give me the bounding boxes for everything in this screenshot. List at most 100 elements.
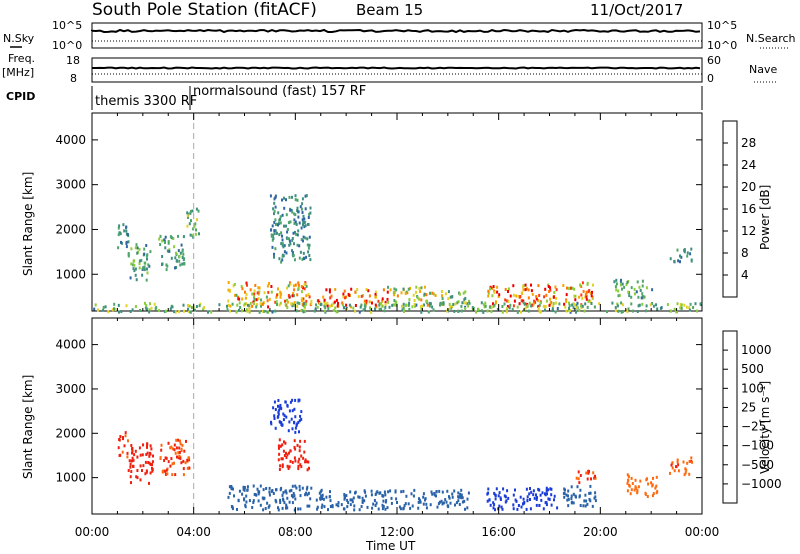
power-cell bbox=[552, 304, 555, 308]
velocity-cell bbox=[149, 444, 152, 448]
velocity-cell bbox=[435, 490, 438, 493]
power-cell bbox=[218, 303, 221, 307]
velocity-cell bbox=[517, 504, 520, 507]
power-cell bbox=[315, 303, 317, 307]
power-cell bbox=[676, 302, 679, 306]
velocity-cell bbox=[126, 455, 129, 459]
power-cell bbox=[266, 284, 269, 288]
power-cell bbox=[531, 292, 534, 296]
power-cell bbox=[182, 303, 185, 307]
power-cell bbox=[251, 304, 254, 308]
velocity-cell bbox=[337, 504, 340, 508]
power-cell bbox=[150, 306, 153, 310]
velocity-cell bbox=[122, 437, 124, 441]
velocity-cell bbox=[438, 489, 441, 493]
power-cell bbox=[245, 302, 247, 306]
power-cell bbox=[544, 308, 546, 312]
power-cell bbox=[305, 284, 308, 288]
velocity-cell bbox=[371, 506, 374, 510]
power-cell bbox=[641, 292, 644, 296]
power-cell bbox=[564, 305, 567, 309]
velocity-cell bbox=[578, 494, 581, 498]
power-cell bbox=[638, 285, 641, 289]
power-cell bbox=[188, 222, 191, 226]
power-cell bbox=[336, 304, 339, 308]
power-cell bbox=[246, 309, 249, 313]
power-cell bbox=[229, 304, 232, 308]
power-cell bbox=[175, 259, 178, 263]
velocity-cell bbox=[594, 476, 597, 480]
nave-tick-low: 0 bbox=[707, 72, 714, 85]
velocity-cell bbox=[458, 503, 461, 506]
velocity-cell bbox=[499, 496, 502, 500]
velocity-cell bbox=[489, 503, 492, 507]
power-cell bbox=[197, 209, 200, 213]
power-cell bbox=[325, 288, 328, 292]
velocity-cell bbox=[245, 494, 248, 498]
power-cell bbox=[505, 310, 508, 314]
colorbar-tick-label: 1000 bbox=[741, 343, 772, 357]
power-cell bbox=[292, 294, 295, 298]
power-cell bbox=[509, 294, 512, 298]
power-cell bbox=[113, 302, 116, 306]
power-cell bbox=[173, 310, 176, 314]
power-cell bbox=[287, 284, 290, 288]
velocity-cell bbox=[402, 506, 405, 510]
velocity-cell bbox=[445, 500, 448, 504]
power-cell bbox=[524, 306, 527, 310]
power-cell bbox=[408, 307, 411, 311]
power-cell bbox=[565, 309, 568, 313]
power-cell bbox=[166, 264, 169, 268]
power-cell bbox=[656, 307, 659, 311]
velocity-cell bbox=[277, 404, 279, 408]
power-cell bbox=[416, 296, 419, 300]
velocity-cell bbox=[244, 503, 247, 507]
power-cell bbox=[491, 286, 494, 290]
power-cell bbox=[482, 310, 485, 314]
power-cell bbox=[394, 300, 397, 304]
power-cell bbox=[277, 287, 279, 291]
velocity-cell bbox=[174, 473, 177, 477]
velocity-cell bbox=[637, 485, 640, 489]
power-cell bbox=[452, 303, 455, 306]
power-cell bbox=[392, 291, 395, 295]
power-cell bbox=[301, 299, 304, 303]
power-cell bbox=[524, 283, 527, 287]
power-cell bbox=[168, 248, 171, 252]
power-cell bbox=[408, 298, 411, 302]
power-cell bbox=[125, 245, 128, 249]
power-cell bbox=[683, 248, 686, 252]
velocity-cell bbox=[181, 443, 184, 447]
velocity-cell bbox=[266, 501, 269, 505]
nsky-label: N.Sky bbox=[3, 32, 35, 45]
velocity-cell bbox=[282, 491, 285, 495]
power-cell bbox=[283, 224, 285, 228]
power-cell bbox=[241, 309, 244, 313]
power-cell bbox=[507, 287, 510, 291]
nsearch-tick-high: 10^5 bbox=[707, 19, 737, 32]
power-cell bbox=[480, 309, 483, 313]
power-cell bbox=[187, 304, 189, 307]
velocity-cell bbox=[630, 476, 633, 480]
power-cell bbox=[117, 303, 120, 307]
power-cell bbox=[677, 259, 680, 263]
power-cell bbox=[164, 309, 167, 313]
velocity-colorbar-label: Velocity [m s⁻¹] bbox=[758, 381, 772, 474]
power-cell bbox=[563, 302, 566, 306]
velocity-cell bbox=[288, 451, 290, 455]
velocity-cell bbox=[300, 465, 303, 469]
power-panel-frame bbox=[91, 112, 703, 312]
velocity-cell bbox=[259, 484, 262, 488]
velocity-cell bbox=[441, 502, 444, 506]
velocity-cell bbox=[286, 464, 289, 468]
power-cell bbox=[308, 254, 311, 257]
velocity-cell bbox=[256, 487, 259, 491]
velocity-cell bbox=[384, 507, 387, 511]
velocity-cell bbox=[501, 507, 504, 511]
velocity-cell bbox=[547, 497, 550, 501]
velocity-cell bbox=[243, 498, 246, 502]
velocity-cell bbox=[294, 426, 297, 430]
power-cell bbox=[477, 307, 480, 311]
velocity-cell bbox=[331, 505, 334, 509]
